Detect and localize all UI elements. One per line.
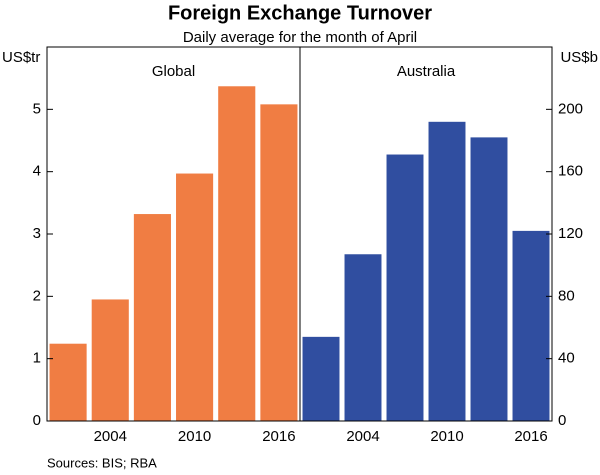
- chart-subtitle: Daily average for the month of April: [183, 29, 417, 46]
- y-tick-label: 5: [33, 100, 41, 117]
- y-tick-label: 0: [33, 412, 41, 429]
- bar: [470, 137, 508, 421]
- y-tick-label: 80: [558, 287, 575, 304]
- x-tick-label: 2016: [262, 428, 295, 445]
- source-note: Sources: BIS; RBA: [47, 455, 157, 470]
- bar: [386, 154, 424, 421]
- bar: [344, 254, 382, 421]
- panel-title: Global: [152, 63, 195, 80]
- bar: [512, 230, 550, 421]
- bar: [176, 173, 214, 421]
- panel-title: Australia: [397, 63, 456, 80]
- y-tick-label: 3: [33, 225, 41, 242]
- y-tick-label: 2: [33, 287, 41, 304]
- bar: [428, 121, 466, 422]
- y-tick-label: 160: [558, 163, 583, 180]
- bar: [91, 299, 129, 421]
- bar: [260, 104, 298, 421]
- x-tick-label: 2016: [514, 428, 547, 445]
- x-tick-label: 2010: [430, 428, 463, 445]
- x-tick-label: 2004: [346, 428, 379, 445]
- y-tick-label: 200: [558, 100, 583, 117]
- y-axis-label: US$b: [560, 49, 598, 66]
- bar: [302, 336, 340, 421]
- y-tick-label: 1: [33, 350, 41, 367]
- bar: [49, 343, 87, 421]
- y-tick-label: 0: [558, 412, 566, 429]
- bar: [133, 214, 171, 421]
- y-axis-label: US$tr: [2, 49, 40, 66]
- y-tick-label: 40: [558, 350, 575, 367]
- chart-title: Foreign Exchange Turnover: [168, 2, 432, 24]
- x-tick-label: 2004: [94, 428, 127, 445]
- x-tick-label: 2010: [178, 428, 211, 445]
- y-tick-label: 4: [33, 163, 41, 180]
- y-tick-label: 120: [558, 225, 583, 242]
- bar: [218, 86, 256, 422]
